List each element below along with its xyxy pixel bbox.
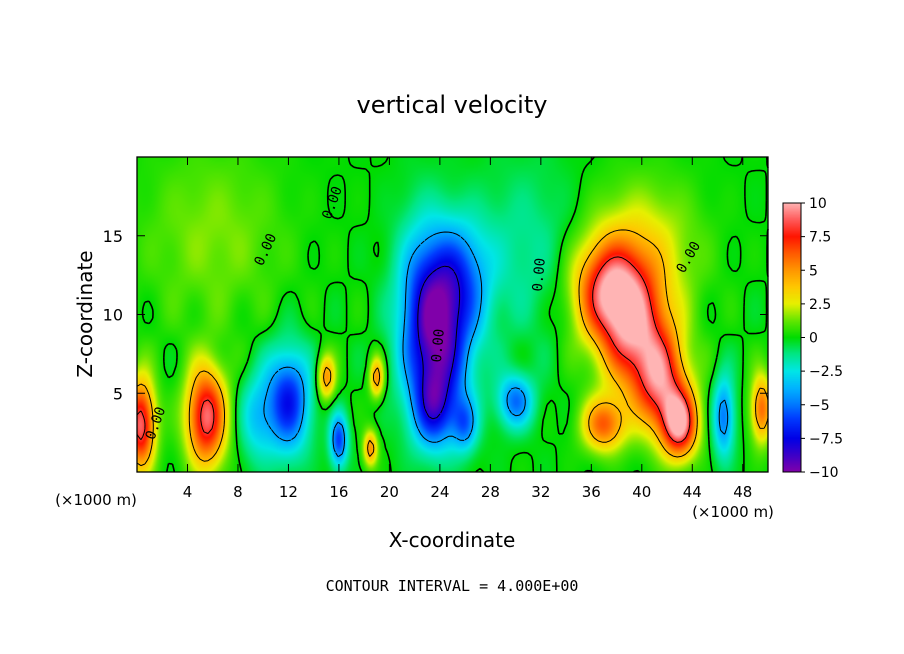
colorbar-tick-label: −5 [809,398,830,414]
y-axis-label: Z-coordinate [73,250,97,377]
colorbar-tick-label: 7.5 [809,230,831,246]
x-axis-ticks: 4 8 12 16 20 24 28 32 36 40 44 48 [183,157,752,501]
colorbar-tick-label: −10 [809,465,839,481]
contour-line [136,256,691,443]
x-axis-label: X-coordinate [389,528,516,552]
x-tick-label: 24 [430,483,449,501]
colorbar: 10 7.5 5 2.5 0 −2.5 −5 −7.5 −10 [782,196,843,481]
contour-line [417,265,461,420]
colorbar-tick-label: 2.5 [809,297,831,313]
y-axis-ticks: 5 10 15 [103,227,768,403]
contour-value-label: 0.00 [530,257,549,292]
x-tick-label: 32 [531,483,550,501]
zero-contours [136,156,769,473]
x-tick-label: 20 [380,483,399,501]
colorbar-tick-label: −7.5 [809,431,843,447]
plot-area: 0.000.000.000.00 0.000.00 [136,156,769,473]
colorbar-tick-label: −2.5 [809,364,843,380]
x-tick-label: 44 [683,483,702,501]
y-tick-label: 5 [113,384,123,403]
contour-line [141,156,769,473]
colorbar-gradient [783,203,801,472]
y-tick-label: 15 [103,227,123,246]
x-unit-label-right: (×1000 m) [692,503,774,521]
x-tick-label: 4 [183,483,193,501]
velocity-field-heatmap [137,157,768,472]
contour-line [136,229,769,467]
x-tick-label: 12 [279,483,298,501]
contour-value-label: 0.00 [429,328,448,363]
x-tick-label: 28 [481,483,500,501]
colorbar-ticks: 10 7.5 5 2.5 0 −2.5 −5 −7.5 −10 [801,196,843,481]
colorbar-tick-label: 5 [809,263,818,279]
x-tick-label: 8 [233,483,243,501]
y-tick-label: 10 [103,306,123,325]
contour-interval-text: CONTOUR INTERVAL = 4.000E+00 [326,577,579,595]
x-tick-label: 16 [329,483,348,501]
contour-line [263,231,729,458]
colorbar-tick-label: 10 [809,196,827,212]
x-unit-label-left: (×1000 m) [55,491,137,509]
x-tick-label: 40 [632,483,651,501]
x-tick-label: 36 [582,483,601,501]
chart-title: vertical velocity [357,91,548,119]
x-tick-label: 48 [733,483,752,501]
colorbar-tick-label: 0 [809,331,818,347]
